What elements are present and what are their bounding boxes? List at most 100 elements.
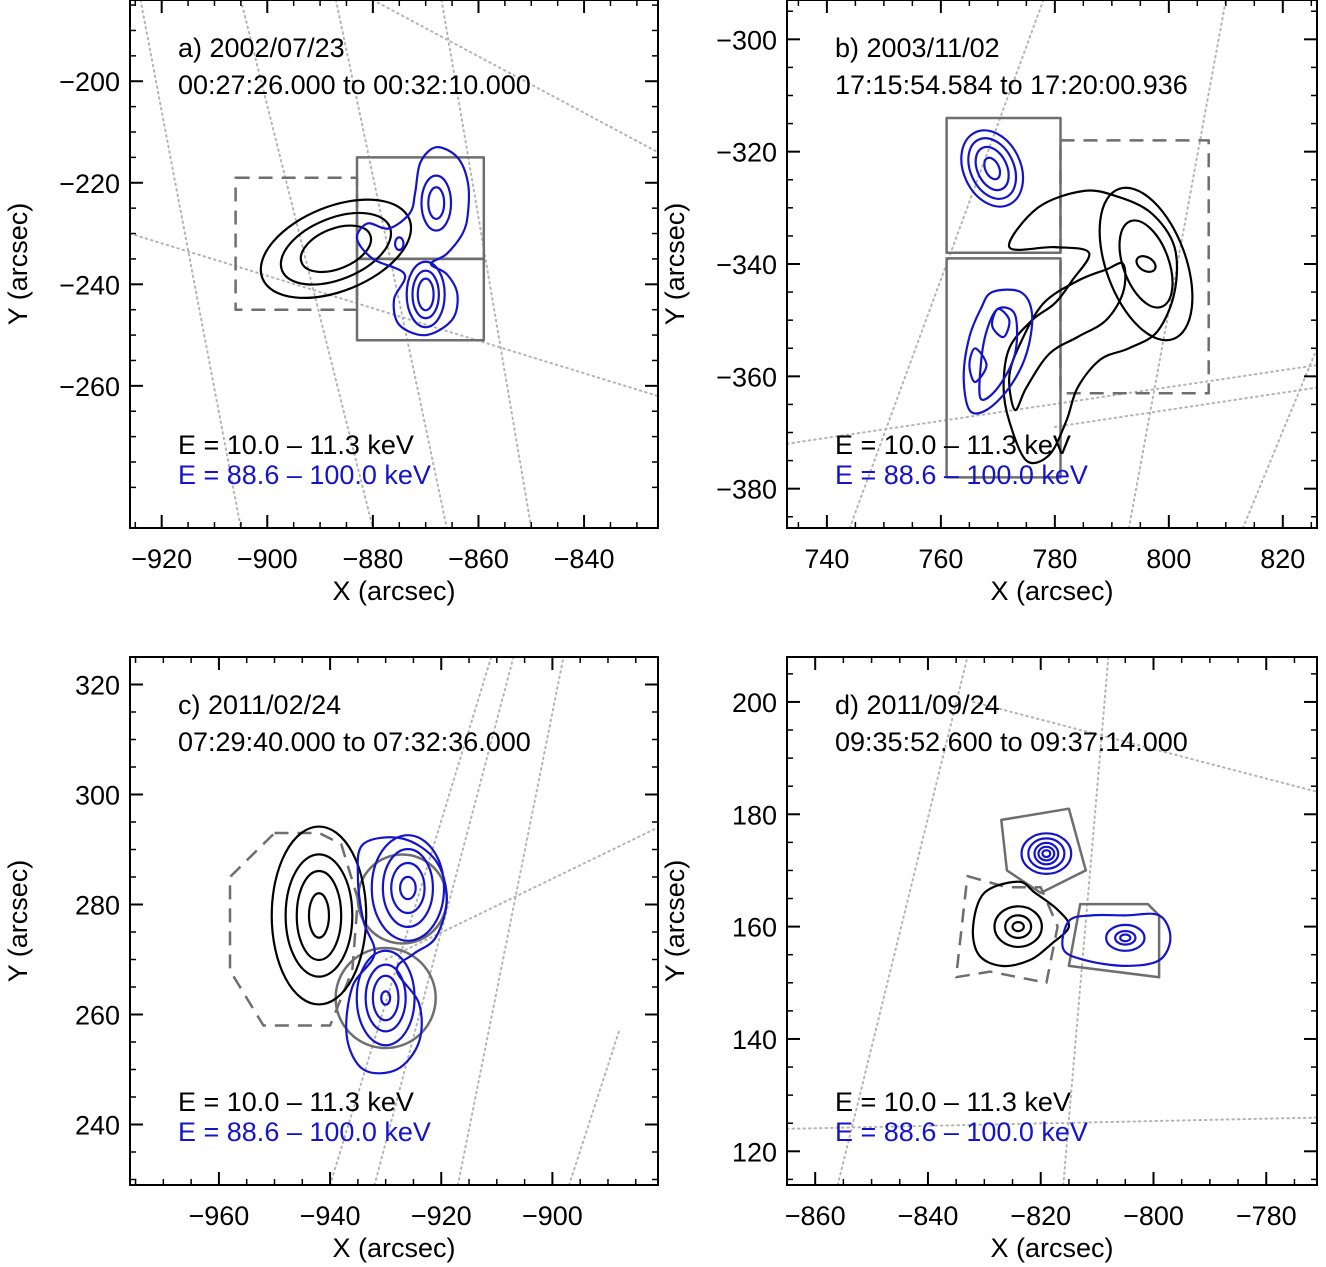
x-tick-label: −940: [300, 1201, 361, 1231]
low-energy-contour: [295, 869, 343, 962]
solid-region-circle: [356, 853, 449, 945]
high-energy-contour: [416, 277, 435, 312]
high-energy-contour: [390, 861, 426, 915]
low-energy-contour: [1004, 914, 1033, 939]
x-tick-label: −840: [554, 544, 615, 574]
grid-line: [1127, 0, 1227, 528]
x-tick-label: 820: [1260, 544, 1305, 574]
y-tick-label: 320: [75, 671, 120, 701]
x-tick-label: −920: [411, 1201, 472, 1231]
x-tick-label: 800: [1146, 544, 1191, 574]
low-energy-contour: [307, 892, 331, 939]
y-tick-label: 260: [75, 1001, 120, 1031]
grid-line: [836, 657, 969, 1185]
energy-low-label: E = 10.0 – 11.3 keV: [835, 1087, 1071, 1117]
high-energy-contour: [355, 949, 416, 1047]
high-energy-contour: [983, 156, 1002, 181]
high-energy-contour: [1027, 837, 1066, 870]
low-energy-contour: [1011, 921, 1025, 933]
panel-time-range: 00:27:26.000 to 00:32:10.000: [178, 70, 531, 100]
x-tick-label: −860: [785, 1201, 846, 1231]
solid-region-box: [945, 257, 1062, 479]
high-energy-contour: [1041, 849, 1052, 859]
high-energy-contour: [420, 174, 453, 232]
energy-high-label: E = 88.6 – 100.0 keV: [835, 460, 1088, 490]
grid-line: [1241, 347, 1317, 528]
y-tick-label: 280: [75, 891, 120, 921]
y-tick-label: 160: [732, 913, 777, 943]
panel-c: −960 −940 −920 −900 240 260 280 300 320 X (arcsec…: [3, 656, 659, 1263]
y-tick-label: −200: [59, 67, 120, 97]
low-energy-contour: [299, 224, 373, 274]
grid-line: [456, 657, 565, 1185]
y-tick-label: −340: [716, 250, 777, 280]
high-energy-contour: [978, 306, 1019, 401]
high-energy-contour: [411, 269, 440, 320]
plot-area: [130, 0, 658, 528]
panel-a: −920 −900 −880 −860 −840 −200 −220 −240 −260 X (a…: [3, 0, 659, 606]
plot-frame: [129, 0, 659, 529]
high-energy-contour: [345, 836, 448, 1075]
y-tick-label: 240: [75, 1111, 120, 1141]
x-tick-label: 780: [1032, 544, 1077, 574]
x-axis-label: X (arcsec): [990, 1233, 1113, 1263]
high-energy-contour: [962, 288, 1034, 415]
panel-title: c) 2011/02/24: [178, 690, 341, 720]
high-energy-contour: [974, 145, 1010, 192]
high-energy-contour: [370, 834, 446, 942]
high-energy-contour: [1020, 832, 1073, 875]
grid-line: [371, 0, 658, 154]
panel-b: 740 760 780 800 820 −300 −320 −340 −360 −380 X (ar…: [660, 0, 1318, 606]
high-energy-contour: [371, 974, 400, 1022]
x-tick-label: 740: [804, 544, 849, 574]
x-tick-label: −800: [1123, 1201, 1184, 1231]
high-energy-contour: [968, 347, 988, 384]
grid-line: [787, 1116, 1317, 1130]
x-tick-label: −780: [1236, 1201, 1297, 1231]
solid-region-box: [945, 116, 1062, 255]
grid-line: [787, 364, 1317, 445]
x-tick-label: −880: [342, 544, 403, 574]
high-energy-contour: [967, 137, 1018, 200]
energy-high-label: E = 88.6 – 100.0 keV: [178, 1117, 431, 1147]
grid-line: [139, 0, 242, 528]
solid-region-polygon: [1000, 807, 1088, 895]
plot-area: [787, 657, 1317, 1185]
high-energy-contour: [380, 990, 392, 1006]
high-energy-contour: [960, 129, 1025, 208]
low-energy-contour: [259, 198, 413, 300]
grid-line: [568, 1030, 621, 1185]
high-energy-contour: [1119, 933, 1132, 943]
plot-frame: [786, 656, 1318, 1186]
y-tick-label: 140: [732, 1025, 777, 1055]
high-energy-contour: [1105, 923, 1146, 952]
panel-title: a) 2002/07/23: [178, 33, 345, 63]
energy-low-label: E = 10.0 – 11.3 keV: [178, 430, 414, 460]
panel-time-range: 17:15:54.584 to 17:20:00.936: [835, 70, 1188, 100]
x-axis-label: X (arcsec): [332, 1233, 455, 1263]
energy-high-label: E = 88.6 – 100.0 keV: [178, 460, 431, 490]
x-tick-label: 760: [918, 544, 963, 574]
plot-area: [787, 0, 1317, 528]
low-energy-contour: [971, 880, 1071, 968]
energy-low-label: E = 10.0 – 11.3 keV: [178, 1087, 414, 1117]
low-energy-contour: [279, 211, 393, 286]
grid-line: [1062, 657, 1110, 1185]
high-energy-contour: [1061, 912, 1172, 967]
low-energy-contour: [993, 905, 1043, 949]
grid-line: [972, 700, 1317, 793]
y-tick-label: 180: [732, 800, 777, 830]
solid-region-box: [355, 257, 486, 342]
high-energy-contour: [1037, 845, 1056, 862]
high-energy-contour: [355, 146, 471, 337]
y-tick-label: −300: [716, 25, 777, 55]
x-tick-label: −960: [189, 1201, 250, 1231]
y-tick-label: −320: [716, 138, 777, 168]
plot-area: [228, 657, 658, 1185]
high-energy-contour: [405, 260, 446, 329]
panel-time-range: 09:35:52.600 to 09:37:14.000: [835, 727, 1188, 757]
energy-low-label: E = 10.0 – 11.3 keV: [835, 430, 1071, 460]
y-axis-label: Y (arcsec): [3, 860, 33, 983]
x-tick-label: −820: [1010, 1201, 1071, 1231]
